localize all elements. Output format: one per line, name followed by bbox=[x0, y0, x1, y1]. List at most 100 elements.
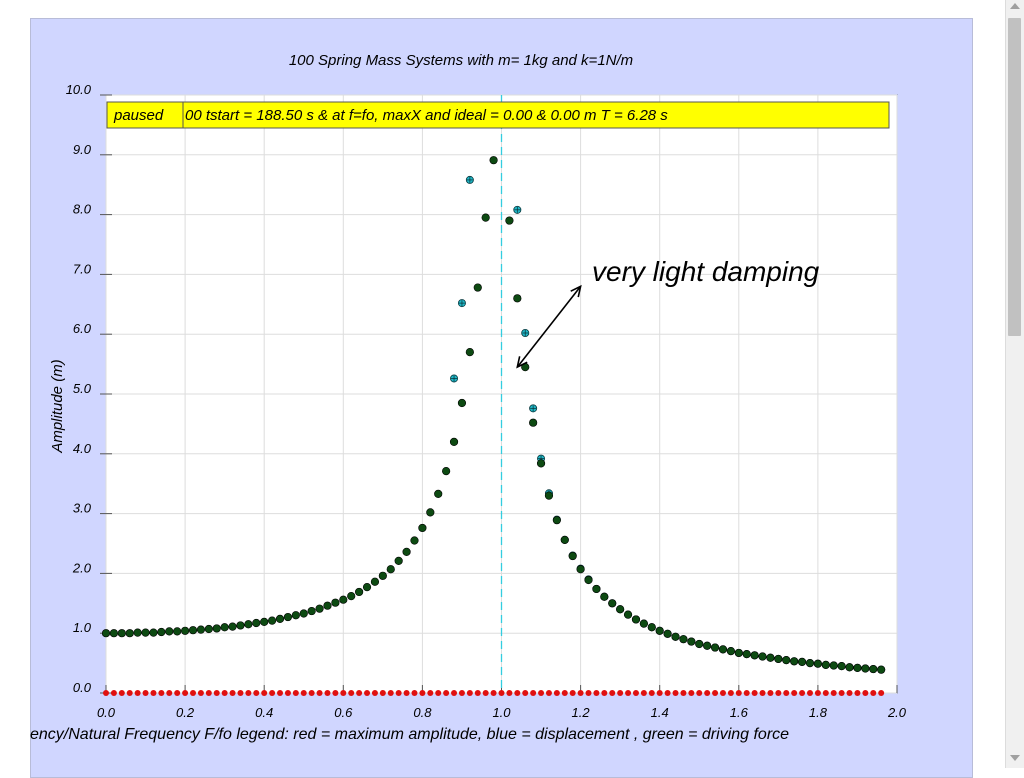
maximum-amplitude-point bbox=[656, 690, 663, 696]
maximum-amplitude-point bbox=[814, 690, 821, 696]
driving-force-point bbox=[718, 645, 728, 654]
driving-force-point bbox=[663, 629, 672, 638]
driving-force-point bbox=[869, 664, 878, 674]
scroll-down-icon[interactable] bbox=[1010, 755, 1020, 761]
x-tick-label: 0.4 bbox=[255, 705, 273, 720]
maximum-amplitude-point bbox=[126, 690, 133, 696]
driving-force-point bbox=[853, 663, 862, 672]
maximum-amplitude-point bbox=[221, 690, 228, 696]
driving-force-point bbox=[212, 624, 221, 633]
maximum-amplitude-point bbox=[617, 690, 624, 696]
x-tick-label: 1.8 bbox=[809, 705, 828, 720]
maximum-amplitude-point bbox=[490, 690, 497, 696]
maximum-amplitude-point bbox=[213, 690, 220, 696]
y-tick-label: 1.0 bbox=[73, 620, 92, 635]
driving-force-point bbox=[109, 629, 119, 638]
driving-force-point bbox=[133, 628, 142, 637]
driving-force-point bbox=[726, 647, 735, 656]
maximum-amplitude-point bbox=[672, 690, 679, 696]
driving-force-point bbox=[315, 604, 324, 613]
y-tick-label: 7.0 bbox=[73, 261, 92, 276]
driving-force-point bbox=[204, 624, 213, 634]
driving-force-point bbox=[513, 294, 522, 303]
resonance-chart: 0.0 0.2 0.4 0.6 0.8 1.0 1.2 1.4 1.6 1.8 2.0 0.0 1.0… bbox=[30, 52, 907, 743]
maximum-amplitude-point bbox=[640, 690, 647, 696]
driving-force-point bbox=[734, 648, 743, 658]
driving-force-point bbox=[141, 628, 150, 637]
driving-force-point bbox=[362, 583, 372, 592]
y-tick-label: 2.0 bbox=[72, 560, 92, 575]
driving-force-point bbox=[560, 535, 569, 545]
driving-force-point bbox=[631, 615, 641, 624]
maximum-amplitude-point bbox=[609, 690, 616, 696]
y-tick-label: 6.0 bbox=[73, 321, 92, 336]
maximum-amplitude-point bbox=[522, 690, 529, 696]
maximum-amplitude-point bbox=[482, 690, 489, 696]
maximum-amplitude-point bbox=[269, 690, 276, 696]
driving-force-point bbox=[616, 605, 625, 614]
driving-force-point bbox=[623, 610, 633, 619]
maximum-amplitude-point bbox=[727, 690, 734, 696]
driving-force-point bbox=[790, 657, 799, 666]
driving-force-point bbox=[845, 663, 854, 672]
vertical-scrollbar[interactable] bbox=[1005, 0, 1024, 768]
annotation-text: very light damping bbox=[592, 256, 820, 287]
scroll-up-icon[interactable] bbox=[1010, 3, 1020, 9]
maximum-amplitude-point bbox=[577, 690, 584, 696]
displacement-point bbox=[529, 404, 538, 413]
driving-force-point bbox=[481, 213, 490, 222]
driving-force-point bbox=[821, 660, 830, 669]
driving-force-point bbox=[418, 523, 427, 533]
y-tick-label: 9.0 bbox=[73, 142, 92, 157]
maximum-amplitude-point bbox=[245, 690, 252, 696]
displacement-point bbox=[465, 175, 474, 184]
maximum-amplitude-point bbox=[253, 690, 260, 696]
driving-force-point bbox=[260, 617, 269, 626]
maximum-amplitude-point bbox=[158, 690, 165, 696]
driving-force-point bbox=[568, 551, 577, 561]
driving-force-point bbox=[339, 595, 348, 604]
driving-force-point bbox=[457, 398, 467, 408]
maximum-amplitude-point bbox=[878, 690, 885, 696]
driving-force-point bbox=[877, 665, 886, 674]
displacement-point bbox=[521, 329, 530, 338]
maximum-amplitude-point bbox=[229, 690, 236, 696]
y-tick-label: 10.0 bbox=[66, 82, 92, 97]
displacement-point bbox=[513, 205, 522, 214]
maximum-amplitude-point bbox=[237, 690, 244, 696]
maximum-amplitude-point bbox=[458, 690, 465, 696]
maximum-amplitude-point bbox=[569, 690, 576, 696]
maximum-amplitude-point bbox=[838, 690, 845, 696]
driving-force-point bbox=[386, 565, 395, 574]
displacement-point bbox=[450, 374, 459, 383]
maximum-amplitude-point bbox=[379, 690, 386, 696]
driving-force-point bbox=[410, 536, 419, 545]
maximum-amplitude-point bbox=[712, 690, 719, 696]
scroll-thumb[interactable] bbox=[1008, 18, 1021, 336]
data-points bbox=[101, 156, 886, 696]
maximum-amplitude-point bbox=[743, 690, 750, 696]
maximum-amplitude-point bbox=[553, 690, 560, 696]
x-tick-label: 1.0 bbox=[492, 705, 511, 720]
driving-force-point bbox=[181, 626, 190, 635]
driving-force-point bbox=[125, 629, 134, 638]
maximum-amplitude-point bbox=[308, 690, 315, 696]
driving-force-point bbox=[536, 459, 546, 468]
driving-force-point bbox=[695, 639, 704, 649]
maximum-amplitude-point bbox=[846, 690, 853, 696]
y-tick-label: 3.0 bbox=[73, 501, 92, 516]
grid-lines bbox=[105, 94, 898, 694]
maximum-amplitude-point bbox=[182, 690, 189, 696]
driving-force-point bbox=[323, 601, 332, 610]
y-axis-label: Amplitude (m) bbox=[49, 359, 66, 453]
maximum-amplitude-point bbox=[118, 690, 125, 696]
maximum-amplitude-point bbox=[830, 690, 837, 696]
maximum-amplitude-point bbox=[419, 690, 426, 696]
status-button[interactable] bbox=[106, 101, 184, 129]
driving-force-point bbox=[157, 627, 166, 637]
driving-force-point bbox=[331, 598, 340, 607]
maximum-amplitude-point bbox=[601, 690, 608, 696]
maximum-amplitude-point bbox=[719, 690, 726, 696]
driving-force-point bbox=[805, 658, 815, 668]
driving-force-point bbox=[529, 418, 538, 427]
